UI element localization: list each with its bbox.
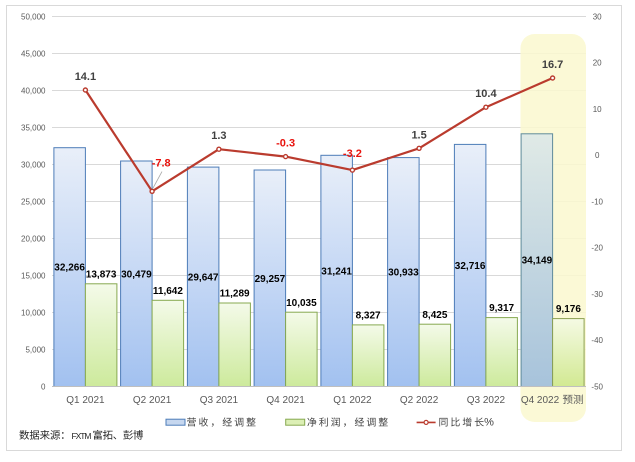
svg-text:30,933: 30,933 bbox=[388, 268, 419, 279]
svg-text:5,000: 5,000 bbox=[25, 345, 46, 354]
svg-text:13,873: 13,873 bbox=[86, 269, 117, 280]
svg-text:-0.3: -0.3 bbox=[276, 138, 295, 150]
svg-text:30,479: 30,479 bbox=[121, 269, 152, 280]
svg-text:30: 30 bbox=[593, 12, 602, 21]
svg-text:31,241: 31,241 bbox=[321, 267, 352, 278]
svg-text:Q3 2022: Q3 2022 bbox=[467, 395, 506, 406]
svg-text:8,425: 8,425 bbox=[422, 310, 447, 321]
svg-text:Q4 2022: Q4 2022 bbox=[521, 395, 560, 406]
svg-text:Q1 2022: Q1 2022 bbox=[333, 395, 372, 406]
svg-text:30,000: 30,000 bbox=[21, 160, 46, 169]
svg-text:0: 0 bbox=[41, 382, 46, 391]
svg-text:-40: -40 bbox=[591, 336, 603, 345]
svg-text:35,000: 35,000 bbox=[21, 123, 46, 132]
svg-text:%: % bbox=[484, 417, 494, 429]
svg-text:14.1: 14.1 bbox=[75, 71, 96, 83]
svg-text:20: 20 bbox=[593, 59, 602, 68]
svg-text:8,327: 8,327 bbox=[356, 311, 381, 322]
svg-text:-50: -50 bbox=[591, 382, 603, 391]
svg-text:9,317: 9,317 bbox=[489, 303, 514, 314]
svg-text:45,000: 45,000 bbox=[21, 49, 46, 58]
svg-text:10,035: 10,035 bbox=[286, 298, 317, 309]
svg-text:-3.2: -3.2 bbox=[343, 148, 362, 160]
svg-text:Q2 2021: Q2 2021 bbox=[133, 395, 172, 406]
svg-text:29,257: 29,257 bbox=[255, 274, 286, 285]
svg-text:29,647: 29,647 bbox=[188, 272, 219, 283]
svg-text:-10: -10 bbox=[591, 197, 603, 206]
svg-text:11,289: 11,289 bbox=[220, 289, 250, 300]
svg-text:-20: -20 bbox=[591, 244, 603, 253]
svg-text:Q4 2021: Q4 2021 bbox=[266, 395, 305, 406]
svg-text:25,000: 25,000 bbox=[21, 197, 46, 206]
svg-text:16.7: 16.7 bbox=[542, 59, 563, 71]
svg-text:11,642: 11,642 bbox=[153, 286, 183, 297]
svg-text:-30: -30 bbox=[591, 290, 603, 299]
svg-text:10,000: 10,000 bbox=[21, 308, 46, 317]
svg-text:-7.8: -7.8 bbox=[152, 157, 171, 169]
svg-text:50,000: 50,000 bbox=[21, 12, 46, 21]
svg-text:9,176: 9,176 bbox=[556, 304, 581, 315]
svg-text:Q2 2022: Q2 2022 bbox=[400, 395, 439, 406]
svg-text:34,149: 34,149 bbox=[522, 256, 553, 267]
svg-text:0: 0 bbox=[595, 151, 600, 160]
svg-text:Q1 2021: Q1 2021 bbox=[66, 395, 105, 406]
svg-text:FXTM: FXTM bbox=[72, 431, 92, 441]
svg-text:10: 10 bbox=[593, 105, 602, 114]
svg-text:10.4: 10.4 bbox=[475, 88, 497, 100]
svg-text:32,266: 32,266 bbox=[54, 263, 85, 274]
svg-text:15,000: 15,000 bbox=[21, 271, 46, 280]
svg-text:1.3: 1.3 bbox=[211, 130, 226, 142]
svg-text:20,000: 20,000 bbox=[21, 234, 46, 243]
svg-text:32,716: 32,716 bbox=[455, 261, 486, 272]
svg-text:Q3 2021: Q3 2021 bbox=[200, 395, 239, 406]
svg-text:1.5: 1.5 bbox=[411, 129, 426, 141]
svg-text:40,000: 40,000 bbox=[21, 86, 46, 95]
